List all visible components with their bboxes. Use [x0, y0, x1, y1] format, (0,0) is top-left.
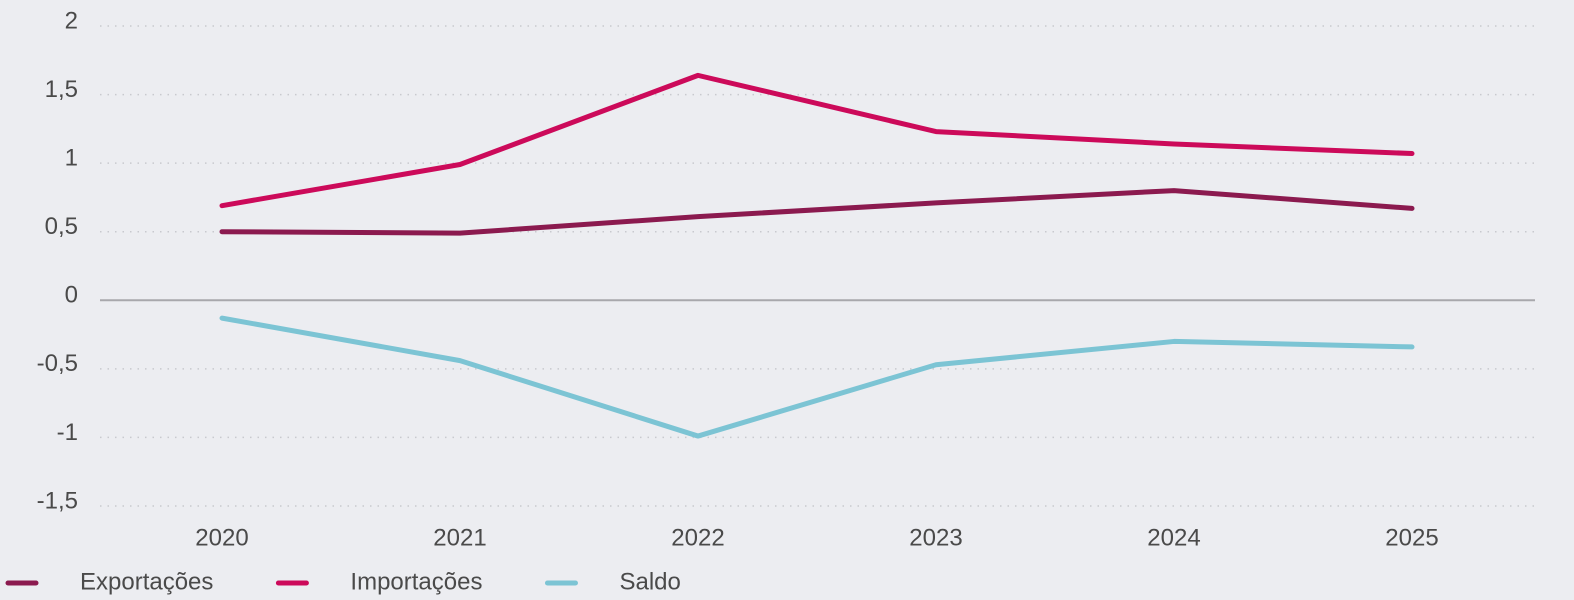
x-tick-label: 2023	[909, 524, 962, 551]
x-tick-label: 2020	[195, 524, 248, 551]
series-line	[219, 72, 1415, 209]
y-tick-label: 1,5	[45, 76, 78, 103]
x-tick-label: 2021	[433, 524, 486, 551]
y-tick-label: -1	[57, 419, 78, 446]
y-tick-label: -0,5	[37, 350, 78, 377]
x-tick-label: 2024	[1147, 524, 1200, 551]
x-tick-label: 2025	[1385, 524, 1438, 551]
y-tick-label: 1	[65, 144, 78, 171]
legend-label: Saldo	[619, 568, 680, 595]
x-tick-label: 2022	[671, 524, 724, 551]
series-line	[219, 188, 1415, 236]
legend-label: Exportações	[80, 568, 213, 595]
y-tick-label: 2	[65, 7, 78, 34]
y-tick-label: 0	[65, 282, 78, 309]
series-line	[219, 315, 1415, 439]
legend-label: Importações	[350, 568, 482, 595]
y-tick-label: 0,5	[45, 213, 78, 240]
y-tick-label: -1,5	[37, 487, 78, 514]
